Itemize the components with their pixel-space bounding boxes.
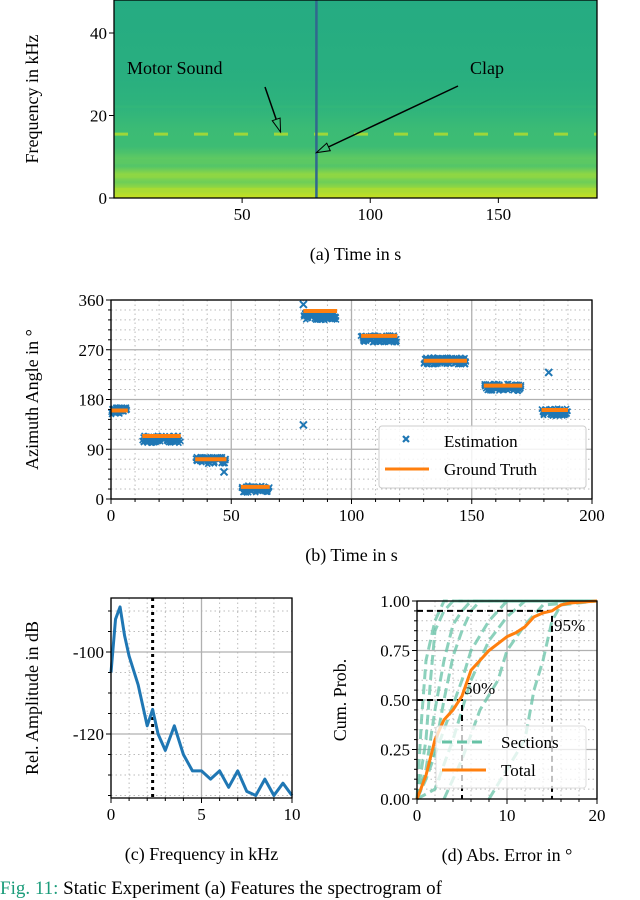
legend-estimation-label: Estimation [444,432,518,451]
x-tick-label: 100 [357,205,383,224]
y-tick-label: 0 [96,490,105,509]
estimation-outlier [219,467,229,477]
legend-ground-truth-label: Ground Truth [444,460,538,479]
section-cdf-curve [415,599,597,800]
annotation-text: Motor Sound [127,58,223,78]
panel-c-axes [110,598,293,798]
y-tick-label: 0.00 [380,790,410,809]
x-tick-label: 20 [589,806,606,825]
legend-box [378,425,587,489]
estimation-point [393,338,401,345]
legend-estimation-marker [402,435,410,443]
caption-label: Fig. 11: [0,878,59,899]
x-tick-label: 150 [486,205,512,224]
x-tick-label: 0 [413,806,422,825]
y-tick-label: -100 [73,643,104,662]
estimation-point [333,314,340,321]
legend: Sections Total [435,725,587,789]
x-axis-label: (d) Abs. Error in ° [442,845,573,866]
x-tick-label: 5 [197,805,206,824]
y-tick-label: 0.25 [380,741,410,760]
y-axis-label: Rel. Amplitude in dB [22,621,42,775]
panel-d-frame: 0 10 20 0.00 0.25 0.50 0.75 1.00 (d) Abs. Error … [330,592,606,866]
legend-sections-label: Sections [501,733,559,752]
x-tick-label: 10 [499,806,516,825]
x-tick-label: 200 [579,506,605,525]
x-axis-label: (c) Frequency in kHz [125,844,278,865]
y-axis-label: Azimuth Angle in ° [22,329,42,470]
plot-frame [113,0,598,199]
figure-caption: Fig. 11: Static Experiment (a) Features … [0,878,442,900]
y-tick-label: 90 [87,440,104,459]
estimation-outlier [299,300,308,309]
section-cdf-curve [487,599,598,800]
spectral-band [114,187,597,191]
y-tick-label: 0.50 [380,691,410,710]
arrow-head [314,142,332,154]
y-tick-label: 0.75 [380,642,410,661]
estimation-outlier [544,368,553,377]
y-axis-label: Frequency in kHz [22,35,42,164]
x-tick-label: 50 [223,506,240,525]
legend-total-label: Total [501,761,536,780]
y-tick-label: 1.00 [380,592,410,611]
estimation-outlier [299,420,308,430]
section-cdf-curve [415,599,597,800]
spectrogram-image [114,0,597,198]
arrow-head [271,117,282,134]
spectral-band [114,150,597,154]
spectral-band [114,175,597,179]
amplitude-curve [109,605,294,797]
x-tick-label: 0 [107,805,116,824]
x-axis-label: (a) Time in s [310,244,402,265]
panel-c-frame: 0 5 10 -100 -120 (c) Frequency in kHz Rel. Amp… [22,597,301,865]
legend: Estimation Ground Truth [378,425,587,489]
x-tick-label: 10 [284,805,301,824]
annotation-text: Clap [470,58,504,78]
y-tick-label: 0 [99,189,108,208]
spectral-band [114,160,597,164]
y-tick-label: 360 [79,291,105,310]
x-tick-label: 150 [459,506,485,525]
x-tick-label: 100 [339,506,365,525]
x-tick-label: 50 [234,205,251,224]
estimation-point [177,438,184,445]
y-tick-label: 180 [79,391,105,410]
percentile-label: 95% [554,616,585,635]
percentile-label: 50% [464,679,495,698]
spectral-band [114,105,597,109]
annotation-arrow [316,85,459,154]
total-cdf-curve [415,599,598,800]
y-tick-label: 20 [90,107,107,126]
y-tick-label: 40 [90,24,107,43]
y-tick-label: 270 [79,341,105,360]
caption-text: Static Experiment (a) Features the spect… [63,878,442,899]
panel-a-frame: 50 100 150 0 20 40 (a) Time in s Frequency in k… [22,0,598,265]
panel-b-frame: 0 50 100 150 200 0 90 180 270 360 (b) Time in s Azi… [22,291,605,566]
x-tick-label: 0 [107,506,116,525]
x-axis-label: (b) Time in s [305,545,398,566]
series-ground-truth [111,309,568,489]
spectrogram [114,0,597,198]
y-axis-label: Cum. Prob. [330,659,350,742]
y-tick-label: -120 [73,725,104,744]
